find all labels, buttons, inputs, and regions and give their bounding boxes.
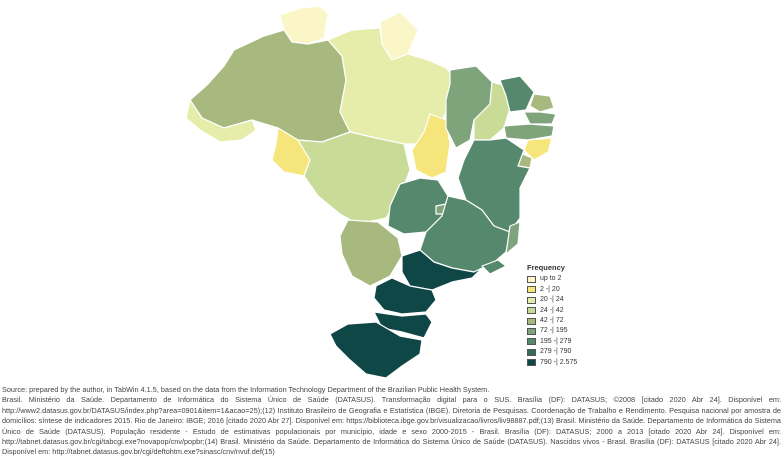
state-pe [503,123,555,141]
source-line: Source: prepared by the author, in TabWi… [2,385,490,394]
legend-label: 72 -| 195 [540,327,568,335]
state-pb [523,111,557,125]
legend-item: 42 -| 72 [527,316,577,326]
state-ms [339,219,403,287]
state-rn [529,93,555,113]
state-ma [445,65,493,149]
legend-label: 42 -| 72 [540,316,564,324]
legend-item: 790 -| 2.575 [527,358,577,368]
references-text: Brasil. Ministério da Saúde. Departament… [2,395,781,457]
legend-swatch [527,317,536,325]
legend-swatch [527,348,536,356]
state-ac [185,99,257,143]
legend-item: 20 -| 24 [527,295,577,305]
legend-swatch [527,307,536,315]
legend-label: 24 -| 42 [540,306,564,314]
legend-swatch [527,338,536,346]
legend-swatch [527,276,536,284]
legend-item: 279 -| 790 [527,347,577,357]
legend-swatch [527,296,536,304]
brazil-choropleth-map [185,5,557,379]
legend-label: 279 -| 790 [540,348,572,356]
state-mg [419,195,511,273]
state-pr [373,277,437,315]
legend-label: 195 -| 279 [540,337,572,345]
map-legend: Frequency up to 2 2 -| 20 20 -| 24 24 -| 42… [527,263,577,368]
legend-item: up to 2 [527,274,577,284]
state-rj [481,259,507,275]
state-es [505,221,521,255]
legend-item: 195 -| 279 [527,337,577,347]
legend-swatch [527,328,536,336]
legend-swatch [527,286,536,294]
figure-source: Source: prepared by the author, in TabWi… [2,385,781,458]
legend-label: 20 -| 24 [540,296,564,304]
legend-item: 72 -| 195 [527,326,577,336]
legend-item: 2 -| 20 [527,285,577,295]
legend-label: 2 -| 20 [540,285,560,293]
legend-swatch [527,359,536,367]
state-al [523,137,553,161]
legend-title: Frequency [527,263,565,272]
state-rs [329,321,423,379]
state-ba [457,137,531,233]
state-sp [401,249,483,291]
legend-item: 24 -| 42 [527,306,577,316]
state-ce [499,75,535,113]
legend-label: up to 2 [540,275,562,283]
legend-label: 790 -| 2.575 [540,358,578,366]
